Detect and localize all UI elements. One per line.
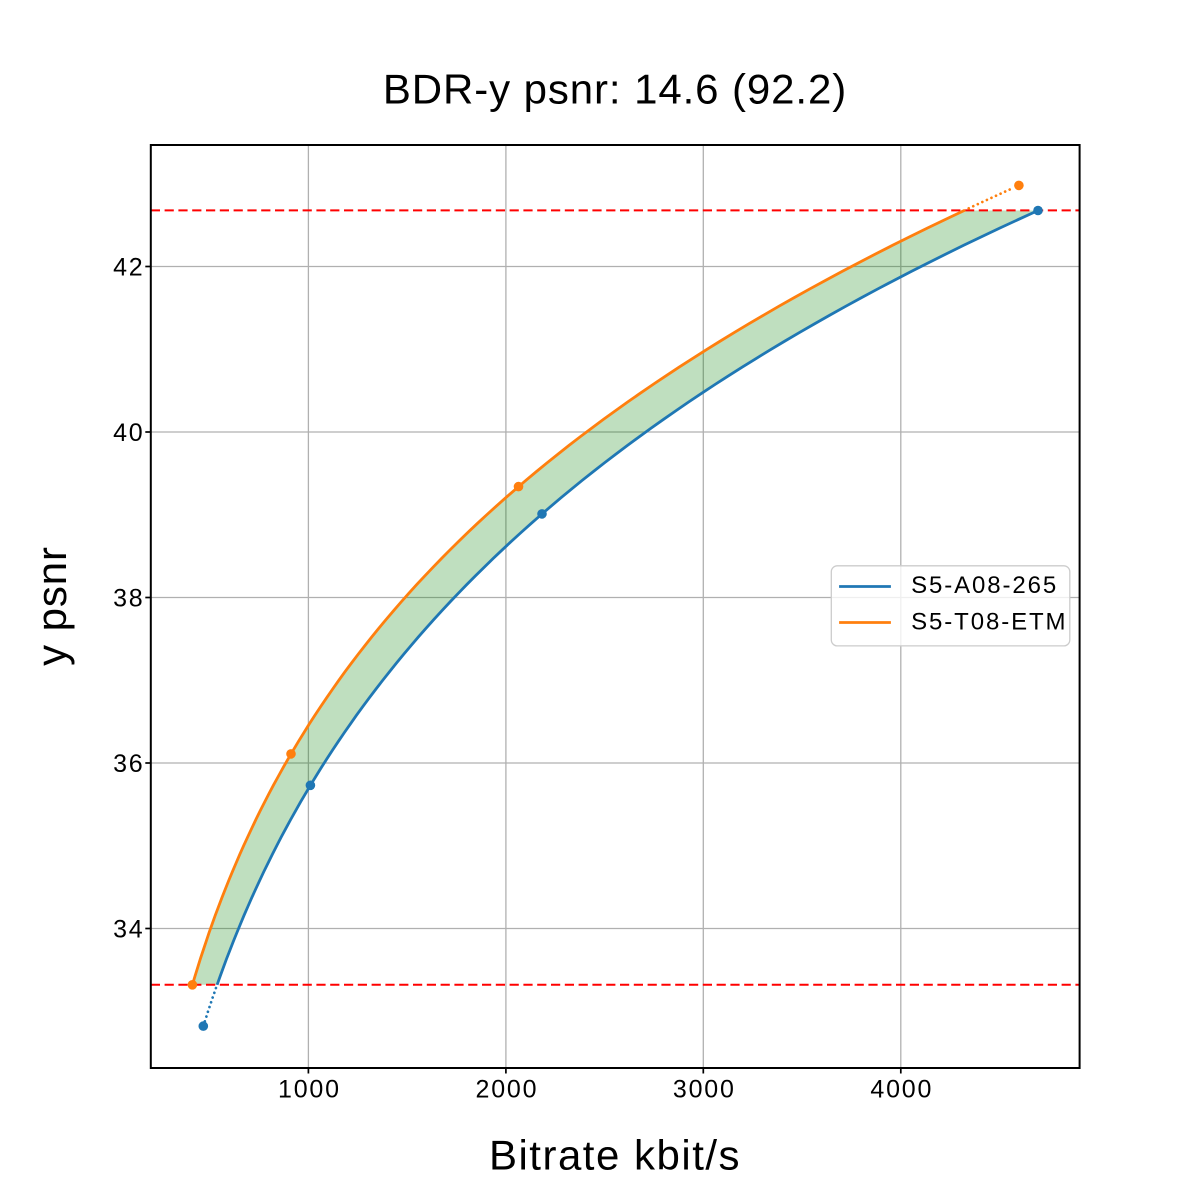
svg-text:38: 38 — [113, 585, 144, 613]
svg-text:40: 40 — [113, 419, 144, 447]
svg-text:1000: 1000 — [278, 1075, 341, 1103]
svg-text:S5-A08-265: S5-A08-265 — [911, 572, 1058, 599]
svg-text:Bitrate kbit/s: Bitrate kbit/s — [489, 1131, 741, 1178]
svg-text:34: 34 — [113, 916, 144, 944]
svg-text:y psnr: y psnr — [28, 546, 75, 666]
svg-text:36: 36 — [113, 750, 144, 778]
svg-text:42: 42 — [113, 254, 144, 282]
svg-text:3000: 3000 — [673, 1075, 736, 1103]
svg-text:BDR-y psnr: 14.6 (92.2): BDR-y psnr: 14.6 (92.2) — [383, 66, 847, 113]
svg-text:4000: 4000 — [870, 1075, 933, 1103]
svg-text:2000: 2000 — [475, 1075, 538, 1103]
svg-text:S5-T08-ETM: S5-T08-ETM — [911, 608, 1067, 635]
